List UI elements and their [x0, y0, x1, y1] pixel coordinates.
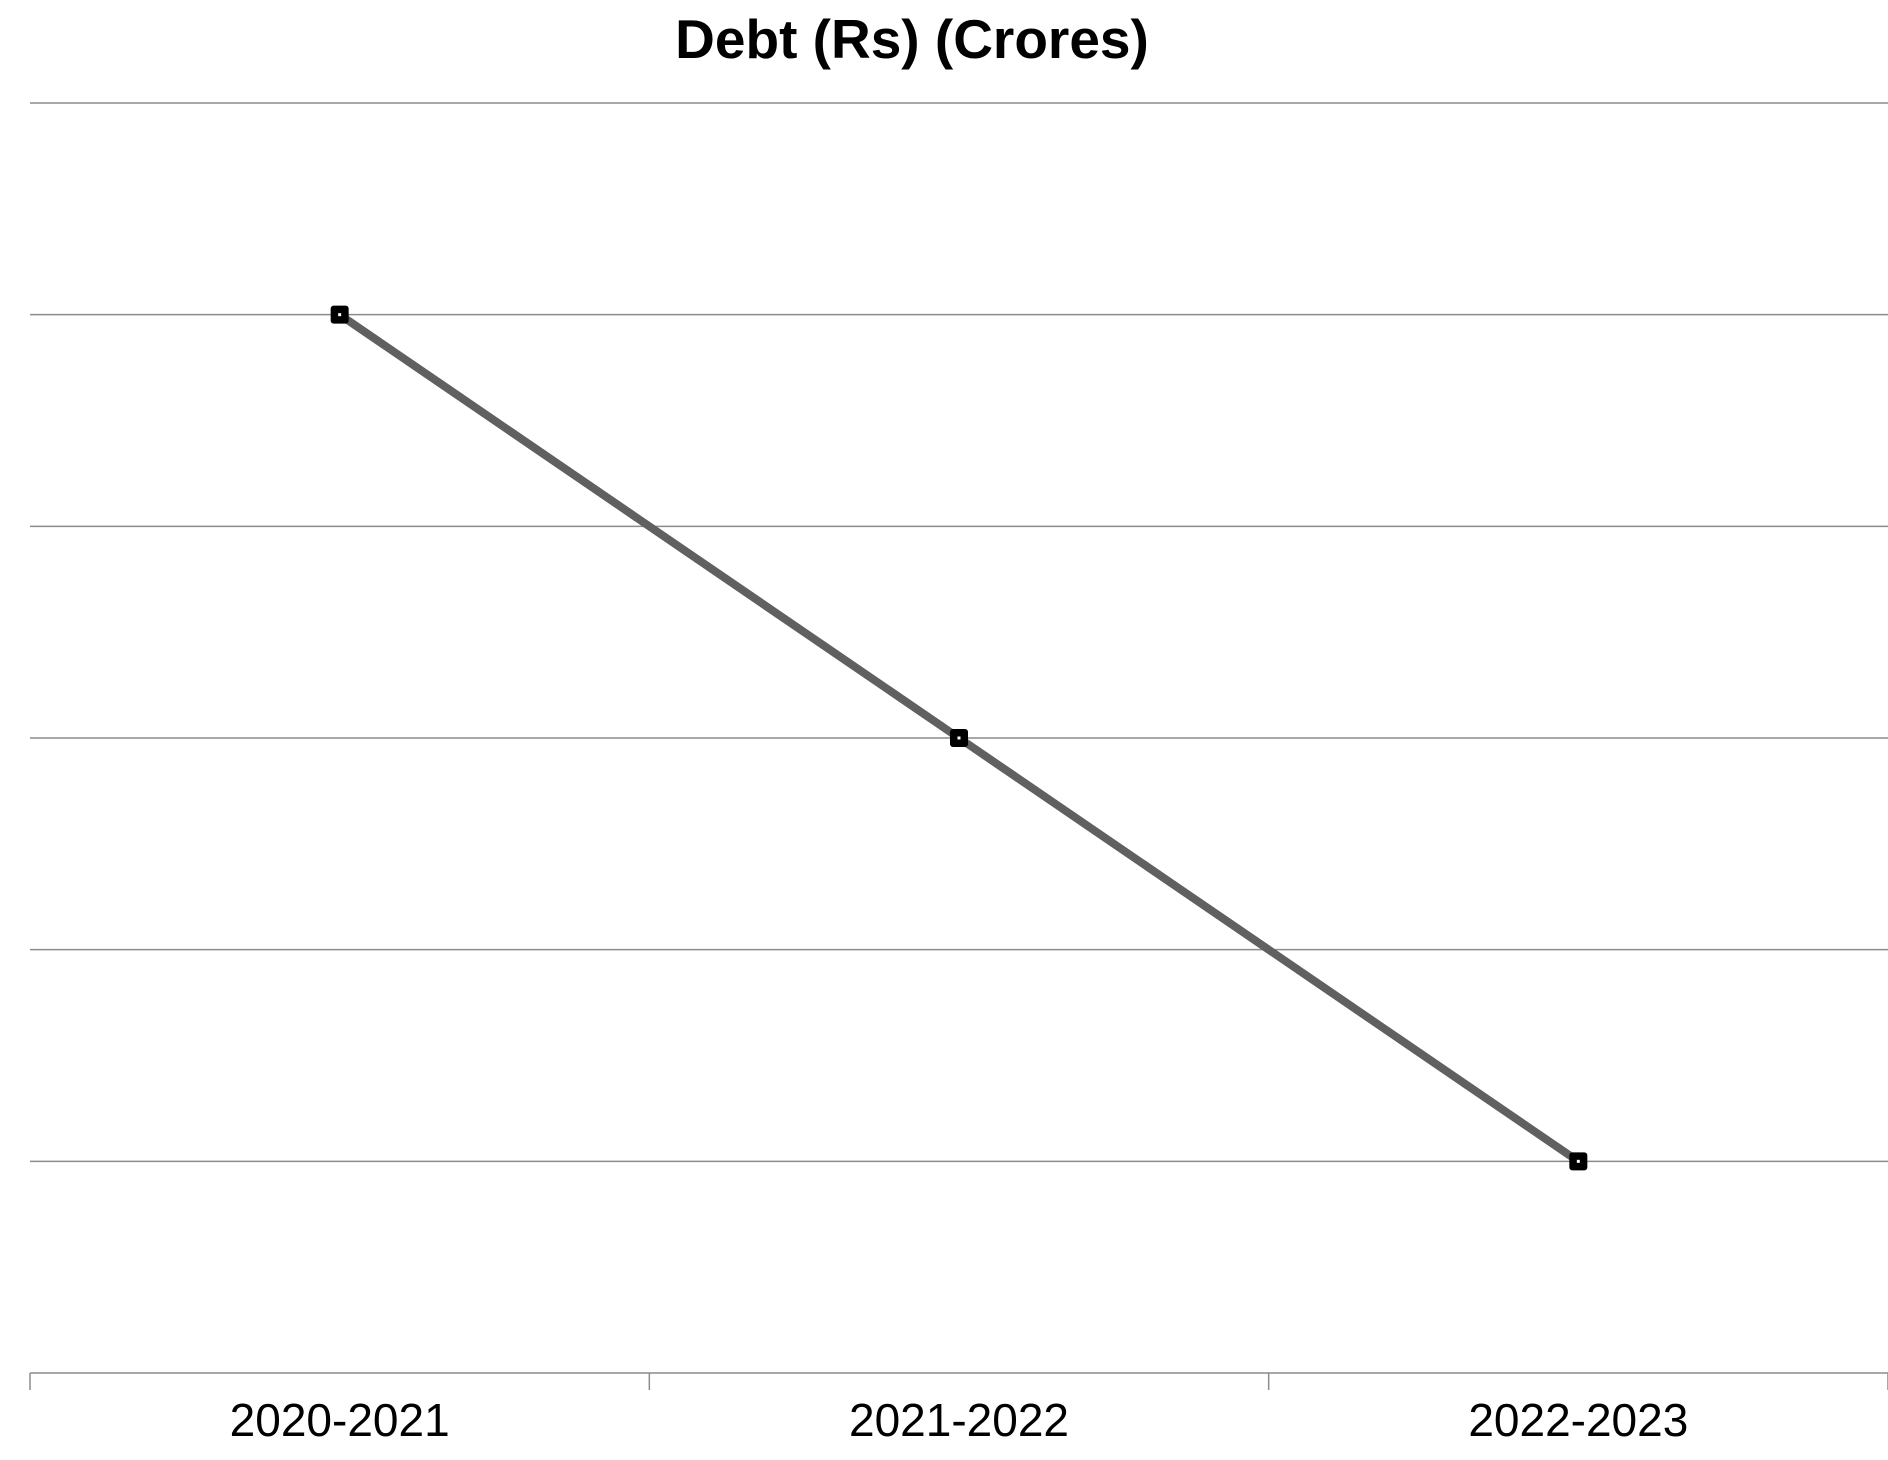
data-point-marker-center [1576, 1159, 1580, 1163]
x-tick-label: 2021-2022 [849, 1394, 1069, 1446]
gridlines [30, 102, 1888, 1163]
x-tick-label: 2020-2021 [230, 1394, 450, 1446]
chart-title: Debt (Rs) (Crores) [675, 8, 1149, 70]
data-point-marker-center [338, 313, 342, 317]
x-tick-labels: 2020-2021 2021-2022 2022-2023 [230, 1394, 1689, 1446]
x-tick-label: 2022-2023 [1468, 1394, 1688, 1446]
data-point-marker-center [957, 736, 961, 740]
x-axis [29, 1372, 1888, 1390]
data-markers [330, 305, 1588, 1171]
